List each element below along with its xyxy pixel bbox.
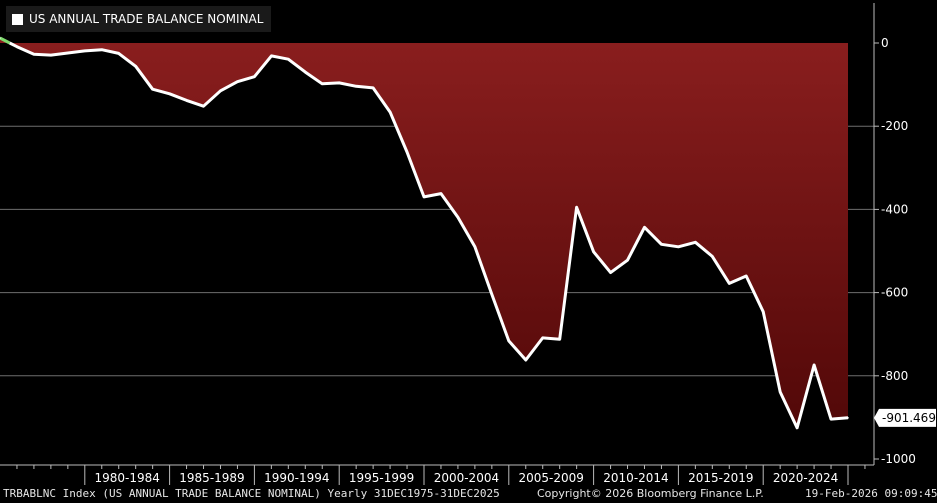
data-point-2010	[592, 251, 595, 253]
data-point-2006	[524, 359, 527, 361]
last-value-label: -901.469	[882, 411, 936, 425]
data-point-2008	[558, 338, 561, 340]
data-point-2000	[423, 196, 425, 198]
data-point-2001	[440, 192, 442, 195]
data-point-1988	[219, 90, 222, 92]
y-tick-label: -200	[881, 119, 908, 133]
data-point-2017	[711, 255, 714, 258]
x-tick-label: 2000-2004	[434, 471, 499, 485]
data-point-2020	[762, 310, 764, 313]
data-point-1996	[355, 85, 357, 88]
footer-source: TRBABLNC Index (US ANNUAL TRADE BALANCE …	[3, 487, 500, 500]
data-point-2015	[677, 246, 680, 248]
data-point-1978	[50, 54, 52, 56]
data-point-2003	[474, 246, 476, 248]
data-point-2016	[694, 241, 697, 244]
data-point-1975	[0, 37, 1, 39]
data-point-2014	[660, 243, 663, 246]
y-tick-label: -600	[881, 286, 908, 300]
data-point-2018	[728, 282, 731, 285]
data-point-1985	[168, 92, 171, 95]
data-point-1979	[67, 52, 69, 54]
x-tick-label: 1985-1989	[179, 471, 244, 485]
last-value-callout: -901.469	[874, 408, 936, 427]
data-point-1987	[202, 105, 205, 108]
legend-swatch	[12, 13, 23, 25]
data-point-1984	[151, 88, 154, 90]
data-point-2025	[847, 417, 849, 419]
data-point-2021	[779, 391, 781, 393]
data-point-1992	[287, 58, 290, 61]
y-tick-label: -1000	[881, 452, 916, 466]
data-point-1980	[84, 50, 86, 52]
data-point-1983	[134, 65, 137, 68]
data-point-2005	[508, 340, 510, 342]
data-point-1981	[100, 48, 103, 51]
footer-timestamp: 19-Feb-2026 09:09:45	[805, 487, 937, 500]
data-point-1989	[236, 80, 239, 83]
x-tick-label: 2010-2014	[603, 471, 668, 485]
x-tick-label: 2015-2019	[688, 471, 753, 485]
x-tick-label: 1990-1994	[264, 471, 329, 485]
axis-labels: 0 -200 -400 -600 -800 -1000 1980-1984 1985-1989…	[0, 36, 936, 485]
data-point-1990	[253, 75, 256, 78]
x-tick-label: 1980-1984	[94, 471, 159, 485]
axes	[0, 3, 879, 485]
y-tick-label: -800	[881, 369, 908, 383]
chart-title: US ANNUAL TRADE BALANCE NOMINAL	[29, 12, 264, 26]
data-point-1995	[338, 82, 341, 84]
x-tick-label: 1995-1999	[349, 471, 414, 485]
data-point-2012	[626, 259, 629, 261]
data-point-1997	[372, 87, 374, 89]
y-tick-label: 0	[881, 36, 889, 50]
x-tick-label: 2020-2024	[773, 471, 838, 485]
data-point-1986	[185, 99, 188, 102]
data-point-1994	[321, 82, 324, 85]
data-point-1977	[33, 53, 35, 56]
data-point-2011	[609, 271, 612, 274]
footer-copyright: Copyright© 2026 Bloomberg Finance L.P.	[537, 487, 764, 500]
data-point-1982	[117, 52, 120, 55]
data-point-2019	[745, 275, 748, 277]
data-point-2009	[575, 206, 578, 209]
data-point-2004	[491, 293, 493, 296]
data-point-1999	[406, 151, 408, 153]
data-point-1991	[270, 55, 273, 57]
x-tick-label: 2005-2009	[518, 471, 583, 485]
data-point-2002	[457, 216, 459, 219]
legend: US ANNUAL TRADE BALANCE NOMINAL	[6, 6, 272, 32]
data-point-2013	[643, 226, 646, 229]
data-point-2023	[813, 364, 815, 366]
data-point-1998	[389, 111, 391, 113]
data-point-1993	[304, 71, 307, 73]
positive-segment-line	[0, 36, 11, 45]
trade-balance-area	[0, 38, 848, 428]
data-point-2007	[541, 337, 544, 339]
data-point-1976	[16, 45, 18, 48]
data-point-2024	[830, 418, 832, 420]
data-point-2022	[796, 427, 798, 429]
y-tick-label: -400	[881, 202, 908, 216]
